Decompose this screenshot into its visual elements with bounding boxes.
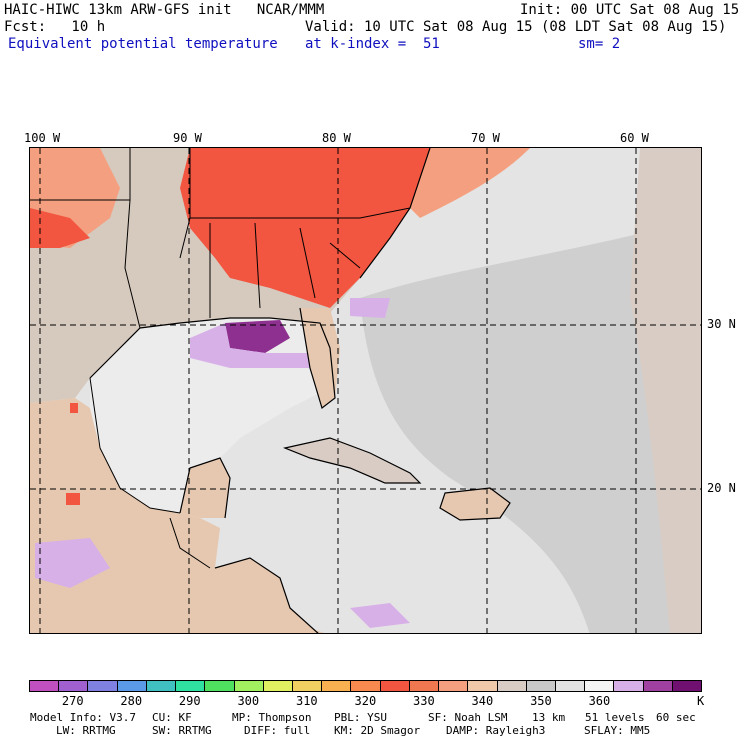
atlantic-grey-band <box>360 218 701 633</box>
colorbar-swatch <box>292 681 323 691</box>
init-time: Init: 00 UTC Sat 08 Aug 15 <box>520 2 740 18</box>
colorbar-swatch <box>59 681 89 691</box>
yucatan-land <box>180 458 230 518</box>
hispaniola <box>440 488 510 520</box>
level-label: at k-index = 51 <box>305 36 440 52</box>
colorbar-swatch <box>497 681 527 691</box>
timestep: 60 sec <box>656 711 696 724</box>
lon-label-80w: 80 W <box>322 131 351 145</box>
damp-scheme: DAMP: Rayleigh3 <box>446 724 546 737</box>
colorbar-swatch <box>117 681 147 691</box>
colorbar-swatch <box>234 681 264 691</box>
colorbar-unit: K <box>697 694 705 708</box>
colorbar-tick-label: 280 <box>120 694 143 708</box>
colorbar-tick-label: 320 <box>354 694 377 708</box>
warm-margin <box>410 148 530 218</box>
coastlines <box>89 148 511 633</box>
mp-scheme: MP: Thompson <box>232 711 312 724</box>
lat-label-30n: 30 N <box>707 317 736 331</box>
field-name: Equivalent potential temperature <box>8 36 278 52</box>
mexico-red-patch-small <box>70 403 78 413</box>
colorbar-swatch <box>585 681 615 691</box>
atlantic-lavender-patch <box>350 298 390 318</box>
valid-time: Valid: 10 UTC Sat 08 Aug 15 (08 LDT Sat … <box>305 19 727 35</box>
colorbar-swatch <box>176 681 206 691</box>
colorbar-swatch <box>380 681 410 691</box>
colorbar-swatch <box>322 681 352 691</box>
diff-scheme: DIFF: full <box>244 724 311 737</box>
colorbar-swatch <box>30 681 60 691</box>
colorbar-tick-label: 290 <box>178 694 201 708</box>
colorbar-swatch <box>555 681 586 691</box>
colorbar-tick-label: 340 <box>471 694 494 708</box>
resolution: 13 km <box>532 711 566 724</box>
colorbar-tick-label: 270 <box>61 694 84 708</box>
northwest-hot-core <box>30 208 90 248</box>
colorbar-swatch <box>146 681 177 691</box>
pbl-scheme: PBL: YSU <box>334 711 387 724</box>
colorbar-swatch <box>468 681 498 691</box>
colorbar-swatch <box>643 681 673 691</box>
model-info: Model Info: V3.7 <box>30 711 136 724</box>
colorbar-tick-label: 310 <box>295 694 318 708</box>
lon-label-70w: 70 W <box>471 131 500 145</box>
theta-e-map <box>29 147 702 634</box>
colorbar-tick-label: 300 <box>237 694 260 708</box>
colorbar-swatch <box>614 681 644 691</box>
forecast-hour: Fcst: 10 h <box>4 19 106 35</box>
colorbar-swatch <box>351 681 381 691</box>
sf-scheme: SF: Noah LSM <box>428 711 508 724</box>
sw-scheme: SW: RRTMG <box>152 724 212 737</box>
florida <box>300 308 340 408</box>
mexico-red-patch <box>66 493 80 505</box>
latlon-grid <box>30 148 701 633</box>
gulf-lavender-area <box>190 323 320 368</box>
colorbar-swatch <box>672 681 702 691</box>
gulf-purple-blob <box>225 320 290 353</box>
colorbar-tick-label: 360 <box>588 694 611 708</box>
smoothing-label: sm= 2 <box>578 36 621 52</box>
caribbean-lavender-patch <box>350 603 410 628</box>
km-scheme: KM: 2D Smagor <box>334 724 421 737</box>
colorbar-tick-label: 330 <box>413 694 435 708</box>
colorbar <box>29 680 702 692</box>
political-borders <box>30 148 411 569</box>
map-drawing <box>30 148 701 633</box>
colorbar-tick-label: 350 <box>530 694 552 708</box>
colorbar-swatch <box>439 681 469 691</box>
cu-scheme: CU: KF <box>152 711 192 724</box>
colorbar-swatch <box>409 681 440 691</box>
colorbar-swatch <box>526 681 556 691</box>
lon-label-60w: 60 W <box>620 131 649 145</box>
central-america <box>215 558 318 633</box>
colorbar-swatch <box>263 681 293 691</box>
sflay-scheme: SFLAY: MM5 <box>584 724 651 737</box>
mexico-land <box>30 398 325 633</box>
lon-label-90w: 90 W <box>173 131 202 145</box>
colorbar-swatch <box>88 681 118 691</box>
lon-label-100w: 100 W <box>24 131 61 145</box>
lw-scheme: LW: RRTMG <box>56 724 116 737</box>
model-title: HAIC-HIWC 13km ARW-GFS init NCAR/MMM <box>4 2 325 18</box>
mexico-lavender-patch <box>35 538 110 588</box>
colorbar-swatch <box>205 681 235 691</box>
eastern-tan-region <box>630 148 701 633</box>
lat-label-20n: 20 N <box>707 481 736 495</box>
cuba <box>285 438 420 483</box>
levels: 51 levels <box>585 711 645 724</box>
